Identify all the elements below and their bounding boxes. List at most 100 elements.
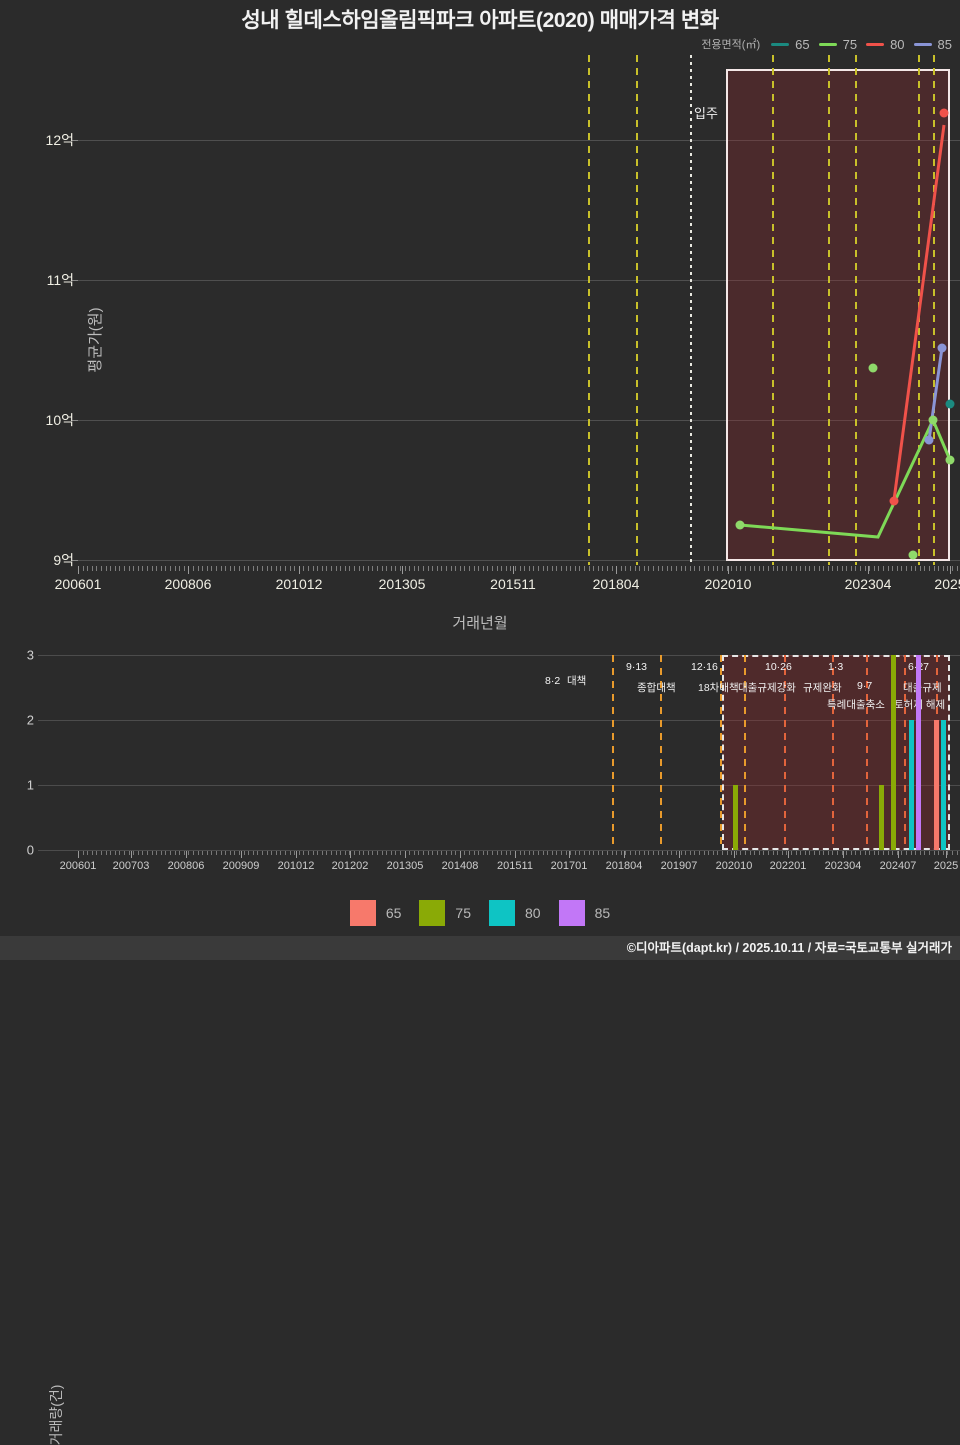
gridline-10 (78, 420, 960, 421)
xtick-minor (538, 566, 539, 571)
vol-xtick-minor (657, 851, 659, 855)
vol-xtick-minor (363, 851, 365, 855)
vol-xtick-minor (781, 851, 783, 855)
vol-xtick-minor (367, 851, 369, 855)
xtick-minor (358, 566, 360, 571)
price-xlabel-1: 200806 (164, 576, 212, 592)
vol-xtick-minor (418, 851, 420, 855)
series-line-80 (892, 124, 946, 501)
vol-xtick-minor (114, 851, 116, 855)
xtick-minor (823, 566, 825, 571)
xtick-minor (340, 566, 342, 571)
vol-xtick-minor (588, 851, 590, 855)
xtick-minor (496, 566, 498, 571)
vol-xtick-minor (938, 851, 940, 855)
xtick-minor (473, 566, 475, 571)
vol-xtick-minor (616, 851, 618, 855)
xtick-major (950, 566, 951, 574)
xtick-minor (749, 566, 751, 571)
xtick-minor (929, 566, 930, 571)
xtick-minor (487, 566, 489, 571)
vol-xtick-minor (473, 851, 475, 855)
vol-xtick-minor (818, 851, 820, 855)
vol-xtick-minor (869, 851, 871, 855)
legend-label-85: 85 (937, 36, 952, 52)
xtick-minor (482, 566, 484, 571)
vol-xtick-minor (151, 851, 153, 855)
vol-xtick-minor (262, 851, 263, 855)
vol-xtick-minor (91, 851, 93, 855)
policy-date-10-26: 10·26 (765, 661, 792, 673)
vol-xtick-minor (892, 851, 894, 855)
xtick-minor (694, 566, 696, 571)
point-80-1 (889, 496, 899, 506)
vol-xtick-minor (464, 851, 466, 855)
xtick-minor (469, 566, 470, 571)
vol-xtick-minor (294, 851, 296, 855)
xtick-minor (432, 566, 434, 571)
legend-label-75: 75 (842, 36, 858, 52)
vol-xtick-minor (528, 851, 530, 855)
legend-bottom-item-85[interactable]: 85 (558, 900, 610, 926)
xtick-minor (501, 566, 503, 571)
xtick-minor (418, 566, 420, 571)
vol-xtick-minor (436, 851, 438, 855)
legend-swatch-75 (818, 42, 837, 46)
vol-xtick-minor (326, 851, 328, 855)
xtick-minor (703, 566, 705, 571)
vol-xtick-minor (303, 851, 305, 855)
vol-xtick (131, 851, 132, 858)
policy-line-10-26 (784, 655, 786, 850)
xtick-minor (726, 566, 728, 571)
xtick-minor (938, 566, 940, 571)
vol-xtick-minor (252, 851, 254, 855)
xtick-major (402, 566, 403, 574)
vol-xtick (734, 851, 735, 858)
vol-xtick-minor (786, 851, 788, 855)
xtick-minor (294, 566, 296, 571)
legend-item-85[interactable]: 85 (913, 36, 952, 52)
vol-xtick-minor (289, 851, 291, 855)
legend-item-80[interactable]: 80 (866, 37, 905, 52)
xtick-minor (915, 566, 917, 571)
xtick-minor (565, 566, 567, 571)
xtick-minor (229, 566, 231, 571)
xtick-minor (344, 566, 346, 571)
xtick-minor (243, 566, 245, 571)
vol-xtick-minor (147, 851, 148, 855)
price-xlabel-5: 201804 (592, 576, 640, 592)
legend-item-65[interactable]: 65 (771, 37, 810, 52)
event-line-5 (855, 55, 857, 565)
legend-bottom-item-65[interactable]: 65 (349, 900, 402, 926)
price-xlabel-0: 200601 (54, 576, 102, 592)
xtick-minor (114, 566, 116, 571)
xtick-minor (308, 566, 309, 571)
vol-xtick-minor (901, 851, 903, 855)
xtick-minor (478, 566, 480, 571)
policy-name-9-7: 특례대출축소 (827, 699, 885, 711)
xtick-minor (542, 566, 544, 571)
legend-bottom-item-75[interactable]: 75 (419, 900, 471, 926)
vol-xtick-minor (248, 851, 250, 855)
legend-bottom-item-80[interactable]: 80 (489, 900, 541, 926)
xtick-minor (754, 566, 756, 571)
vol-xtick-minor (676, 851, 677, 855)
vol-xlabel-15: 202407 (879, 860, 917, 872)
xtick-minor (515, 566, 516, 571)
vol-xlabel-13: 202201 (769, 860, 807, 872)
vol-xtick-minor (285, 851, 286, 855)
vol-xtick-minor (648, 851, 650, 855)
xtick-minor (160, 566, 162, 571)
chart-page: 성내 힐데스하임올림픽파크 아파트(2020) 매매가격 변화 전용면적(㎡) … (0, 9, 960, 1445)
legend-item-75[interactable]: 75 (818, 36, 858, 52)
vol-xtick-minor (170, 851, 171, 855)
legend-bottom-label-65: 65 (385, 905, 402, 921)
vol-xtick-minor (496, 851, 498, 855)
price-xlabel-3: 201305 (378, 576, 426, 592)
vol-xtick-minor (694, 851, 696, 855)
xtick-minor (349, 566, 351, 571)
vol-xtick (679, 851, 680, 858)
policy-line-1-3 (832, 655, 834, 850)
vol-xtick-minor (699, 851, 700, 855)
vol-xtick-minor (96, 851, 98, 855)
